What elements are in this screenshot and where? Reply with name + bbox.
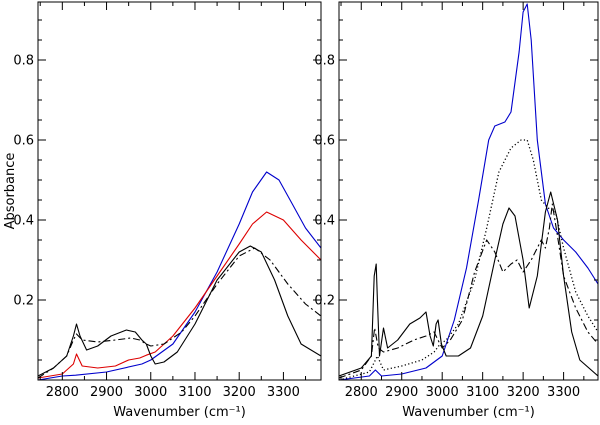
y-tick-label: 0.8 (13, 54, 34, 69)
x-tick-label: 3200 (223, 385, 256, 400)
y-tick-label: 0.2 (13, 294, 34, 309)
x-tick-label: 2800 (345, 385, 378, 400)
series-line-black-dashdot (38, 247, 321, 379)
x-tick-label: 3000 (134, 385, 167, 400)
x-tick-label: 3100 (178, 385, 211, 400)
series-group (38, 171, 321, 380)
x-tick-label: 3300 (267, 385, 300, 400)
y-tick-label: 0.2 (314, 294, 335, 309)
x-axis-title: Wavenumber (cm⁻¹) (113, 405, 246, 420)
x-axis-title: Wavenumber (cm⁻¹) (402, 405, 535, 420)
plot-frame (338, 1, 599, 381)
x-tick-label: 2900 (90, 385, 123, 400)
x-tick-label: 2800 (46, 385, 79, 400)
x-tick-label: 2900 (385, 385, 418, 400)
plot-frame (37, 1, 322, 381)
y-tick-label: 0.6 (13, 134, 34, 149)
y-tick-label: 0.4 (314, 214, 335, 229)
series-line-black-dashdot (339, 203, 598, 379)
left-panel: 2800 2900 3000 3100 3200 3300 0.2 0.4 0.6 0.8 Wave… (3, 1, 322, 420)
x-tick-label: 3100 (466, 385, 499, 400)
y-axis-title: Absorbance (3, 153, 18, 230)
series-line-black-solid (38, 245, 321, 377)
right-panel: 2800 2900 3000 3100 3200 3300 0.2 0.4 0.6 0.8 Wave… (314, 1, 599, 420)
y-tick-label: 0.4 (13, 214, 34, 229)
x-tick-label: 3000 (426, 385, 459, 400)
y-tick-label: 0.8 (314, 54, 335, 69)
series-line-black-solid (339, 191, 598, 377)
x-tick-label: 3200 (507, 385, 540, 400)
series-line-red (38, 211, 321, 379)
x-tick-label: 3300 (547, 385, 580, 400)
y-tick-label: 0.6 (314, 134, 335, 149)
series-group (339, 3, 598, 380)
